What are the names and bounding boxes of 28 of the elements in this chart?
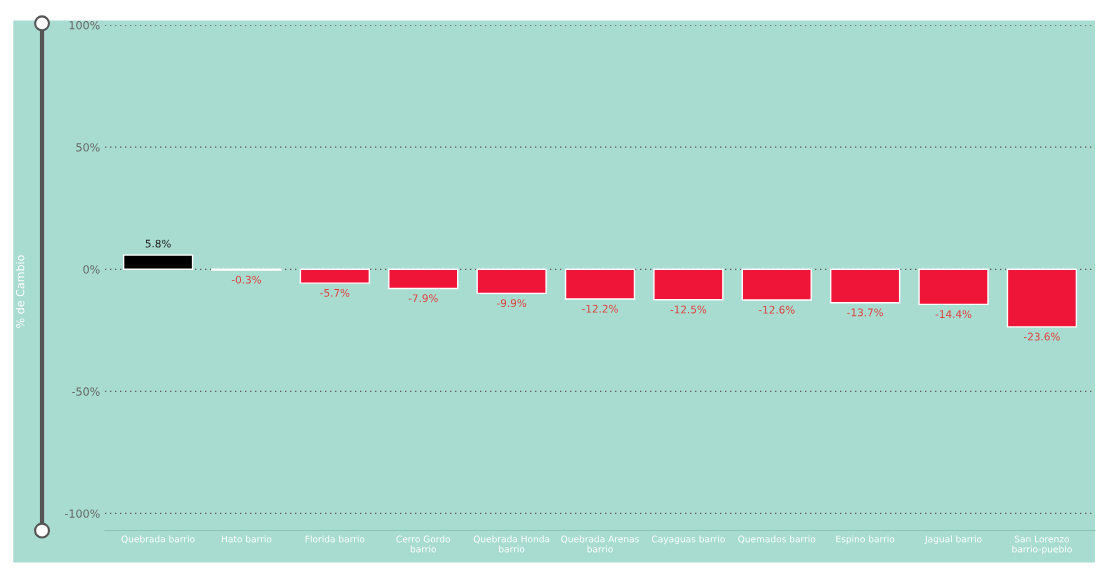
data-label: 5.8% bbox=[145, 239, 171, 248]
x-tick-label: Quebrada Honda barrio bbox=[473, 535, 550, 553]
data-label: -12.5% bbox=[670, 305, 707, 314]
x-tick-label: Hato barrio bbox=[221, 535, 272, 543]
y-tick-label: 0% bbox=[83, 265, 100, 274]
data-label: -12.6% bbox=[758, 305, 795, 314]
y-tick-label: 100% bbox=[69, 21, 100, 30]
x-tick-label: San Lorenzo barrio-pueblo bbox=[1012, 535, 1072, 555]
x-tick-label: Cayaguas barrio bbox=[651, 535, 725, 545]
x-tick-label: Quebrada Arenas barrio bbox=[561, 535, 639, 553]
data-label: -5.7% bbox=[320, 288, 350, 297]
x-tick-label: Quebrada barrio bbox=[121, 535, 195, 544]
data-label: -23.6% bbox=[1024, 332, 1060, 341]
data-label: -0.3% bbox=[231, 275, 262, 284]
data-label: -14.4% bbox=[935, 310, 972, 319]
y-tick-label: -50% bbox=[72, 387, 100, 396]
y-axis-title: % de Cambio bbox=[15, 255, 25, 328]
data-label: -12.2% bbox=[582, 304, 618, 313]
data-label: -7.9% bbox=[408, 294, 438, 303]
y-tick-label: -100% bbox=[64, 509, 100, 518]
x-tick-label: Espino barrio bbox=[836, 535, 895, 545]
x-tick-label: Florida barrio bbox=[305, 535, 365, 543]
data-label: -13.7% bbox=[847, 308, 883, 317]
x-tick-label: Cerro Gordo barrio bbox=[396, 535, 451, 553]
data-label: -9.9% bbox=[497, 299, 527, 308]
x-tick-label: Quemados barrio bbox=[738, 535, 816, 544]
x-tick-label: Jagual barrio bbox=[924, 535, 982, 545]
y-tick-label: 50% bbox=[76, 143, 100, 152]
